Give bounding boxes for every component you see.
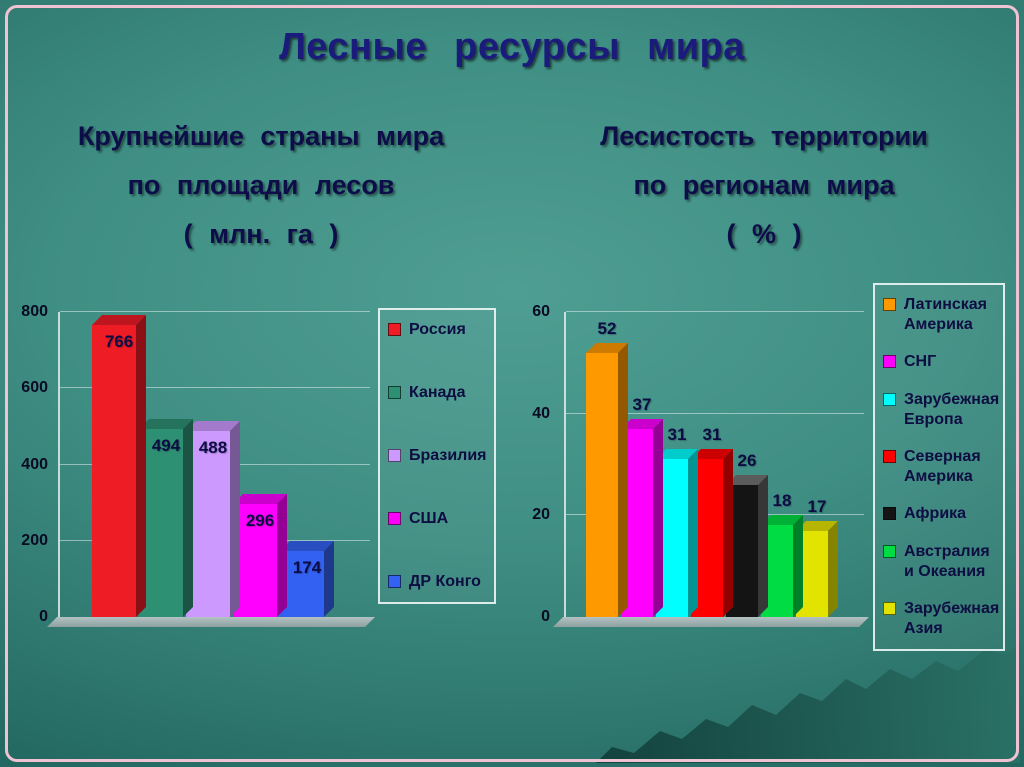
legend-label: Зарубежная Европа <box>904 390 1000 428</box>
bar-value-label: 31 <box>702 425 722 444</box>
legend-swatch <box>883 355 896 369</box>
bar-side-face <box>793 515 803 617</box>
bar-side-face <box>324 541 334 617</box>
right-chart-legend: Латинская Америка СНГ Зарубежная Европа Сев… <box>873 283 1005 651</box>
bar-value-label: 766 <box>104 332 134 351</box>
legend-swatch <box>883 544 896 558</box>
y-tick-label: 0 <box>39 608 48 625</box>
legend-label: Африка <box>904 505 967 523</box>
right-chart-heading-line-2: по регионам мира <box>633 170 895 201</box>
legend-label: Австралия и Океания <box>904 542 990 580</box>
right-chart-heading-line-3: ( % ) <box>726 219 802 250</box>
legend-item-1: Россия <box>388 320 486 340</box>
legend-label: СНГ <box>904 353 937 371</box>
gridline <box>60 311 370 312</box>
bar-value-label: 52 <box>597 319 617 338</box>
legend-swatch <box>883 507 896 521</box>
left-chart-floor <box>47 617 375 627</box>
legend-item-3: Бразилия <box>388 446 487 466</box>
gridline <box>566 311 864 312</box>
bar-side-face <box>828 521 838 617</box>
y-tick-label: 200 <box>21 531 48 549</box>
bar-side-face <box>618 343 628 617</box>
mountain-silhouette <box>596 643 1020 763</box>
legend-swatch <box>388 449 401 462</box>
legend-label: Бразилия <box>409 447 487 464</box>
legend-swatch <box>388 575 401 588</box>
y-tick-label: 40 <box>532 404 550 422</box>
left-chart-heading-line-2: по площади лесов <box>127 170 395 201</box>
y-tick-label: 400 <box>21 455 48 473</box>
bar-3 <box>186 421 240 617</box>
bar-5 <box>280 541 334 617</box>
legend-swatch <box>883 449 896 463</box>
bar-value-label: 494 <box>151 436 181 455</box>
legend-swatch <box>883 601 896 615</box>
left-chart-legend: Россия Канада Бразилия США ДР Конго <box>378 308 496 604</box>
left-chart-y-axis: 0 200 400 600 800 <box>14 303 52 625</box>
legend-item-5: ДР Конго <box>388 572 486 592</box>
legend-label: Зарубежная Азия <box>904 599 1000 637</box>
right-chart-heading-line-1: Лесистость территории <box>600 121 928 151</box>
y-tick-label: 600 <box>21 379 48 397</box>
legend-label: Канада <box>409 384 466 401</box>
legend-label: Россия <box>409 321 466 338</box>
bar-value-label: 31 <box>667 425 687 444</box>
bar-side-face <box>723 449 733 617</box>
legend-item-7: Зарубежная Азия <box>883 599 999 639</box>
y-tick-label: 60 <box>532 303 550 320</box>
legend-item-2: Канада <box>388 383 486 403</box>
legend-swatch <box>388 386 401 399</box>
legend-item-5: Африка <box>883 504 995 524</box>
y-tick-label: 0 <box>541 608 550 625</box>
bar-value-label: 37 <box>632 395 652 414</box>
legend-swatch <box>883 298 896 311</box>
right-chart-y-axis: 0 20 40 60 <box>508 303 554 625</box>
bar-value-label: 174 <box>292 558 322 577</box>
y-tick-label: 800 <box>21 303 48 320</box>
slide-title: Лесные ресурсы мира <box>279 26 745 68</box>
bar-value-label: 26 <box>737 451 757 470</box>
legend-item-4: Северная Америка <box>883 447 995 487</box>
right-chart-floor <box>553 617 869 627</box>
bar-value-label: 18 <box>772 491 792 510</box>
bar-value-label: 488 <box>198 438 228 457</box>
left-bar-chart: 0 200 400 600 800 766 494 488 296 174 Россия Кана… <box>14 296 514 648</box>
gridline <box>566 412 864 414</box>
bar-1 <box>586 343 628 617</box>
legend-item-3: Зарубежная Европа <box>883 390 999 430</box>
legend-item-1: Латинская Америка <box>883 295 995 335</box>
legend-swatch <box>388 323 401 336</box>
right-chart-plot: 52 37 31 31 26 18 17 <box>564 311 864 617</box>
legend-item-6: Австралия и Океания <box>883 542 995 582</box>
right-chart-heading: Лесистость территории по регионам мира (… <box>518 112 1010 259</box>
bar-4 <box>233 494 287 617</box>
gridline <box>60 387 370 389</box>
bar-side-face <box>653 419 663 617</box>
legend-swatch <box>388 512 401 525</box>
legend-item-4: США <box>388 509 486 529</box>
left-chart-heading-line-3: ( млн. га ) <box>183 219 339 250</box>
left-chart-plot: 766 494 488 296 174 <box>58 311 370 617</box>
legend-label: США <box>409 510 449 527</box>
bar-side-face <box>688 449 698 617</box>
left-chart-heading: Крупнейшие страны мира по площади лесов … <box>10 112 512 259</box>
y-tick-label: 20 <box>532 506 550 524</box>
bar-side-face <box>136 315 146 617</box>
right-bar-chart: 0 20 40 60 52 37 31 31 26 18 17 Латинская Америка… <box>508 280 1018 662</box>
legend-label: Латинская Америка <box>904 296 987 333</box>
bar-value-label: 296 <box>245 511 275 530</box>
bar-2 <box>139 419 193 617</box>
bar-1 <box>92 315 146 617</box>
legend-item-2: СНГ <box>883 352 995 372</box>
left-chart-heading-line-1: Крупнейшие страны мира <box>77 121 445 151</box>
bar-value-label: 17 <box>807 497 827 516</box>
legend-swatch <box>883 392 896 406</box>
legend-label: ДР Конго <box>409 573 481 590</box>
legend-label: Северная Америка <box>904 447 981 485</box>
